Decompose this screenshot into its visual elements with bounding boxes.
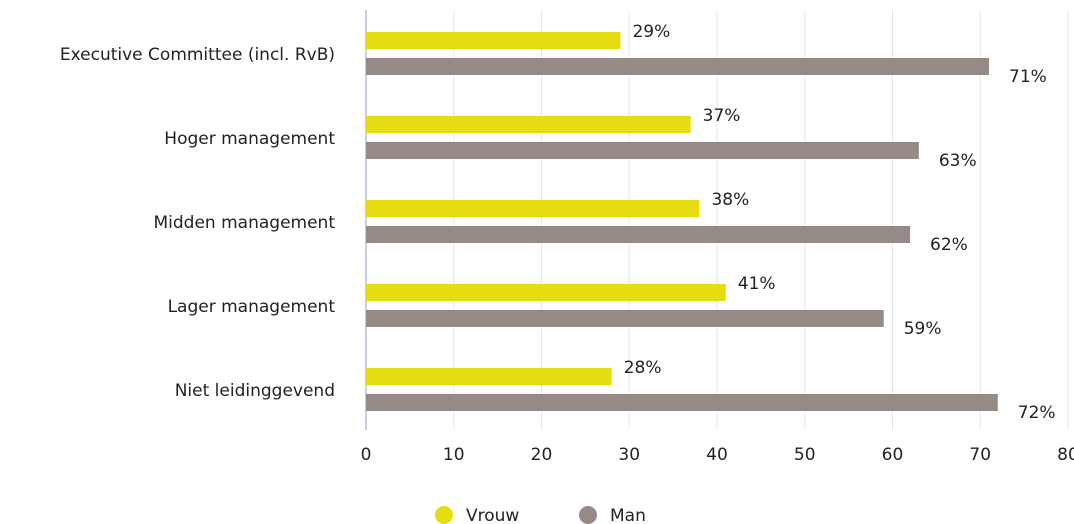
x-tick-label: 80	[1057, 445, 1074, 465]
category-label: Lager management	[168, 297, 336, 317]
bar	[366, 32, 621, 49]
x-tick-label: 0	[361, 445, 372, 465]
x-tick-label: 20	[531, 445, 553, 465]
bar	[366, 284, 726, 301]
legend-label: Vrouw	[466, 506, 519, 524]
legend-label: Man	[610, 506, 646, 524]
value-label: 63%	[939, 151, 977, 171]
value-label: 72%	[1018, 403, 1056, 423]
bar	[366, 142, 919, 159]
category-label: Executive Committee (incl. RvB)	[60, 45, 335, 65]
bar	[366, 226, 911, 243]
bar	[366, 394, 998, 411]
legend-marker	[435, 506, 453, 524]
x-tick-label: 10	[443, 445, 465, 465]
value-label: 28%	[624, 358, 662, 378]
value-label: 38%	[711, 190, 749, 210]
value-label: 37%	[703, 106, 741, 126]
bar	[366, 368, 612, 385]
value-label: 29%	[632, 22, 670, 42]
x-tick-label: 60	[882, 445, 904, 465]
bar	[366, 200, 700, 217]
value-label: 41%	[738, 274, 776, 294]
bar	[366, 310, 884, 327]
bar	[366, 58, 990, 75]
x-tick-label: 40	[706, 445, 728, 465]
category-label: Midden management	[154, 213, 336, 233]
legend-marker	[579, 506, 597, 524]
x-tick-label: 50	[794, 445, 816, 465]
bar	[366, 116, 691, 133]
category-label: Hoger management	[164, 129, 335, 149]
x-tick-label: 70	[969, 445, 991, 465]
category-label: Niet leidinggevend	[175, 381, 335, 401]
x-tick-label: 30	[618, 445, 640, 465]
value-label: 59%	[904, 319, 942, 339]
value-label: 71%	[1009, 67, 1047, 87]
value-label: 62%	[930, 235, 968, 255]
